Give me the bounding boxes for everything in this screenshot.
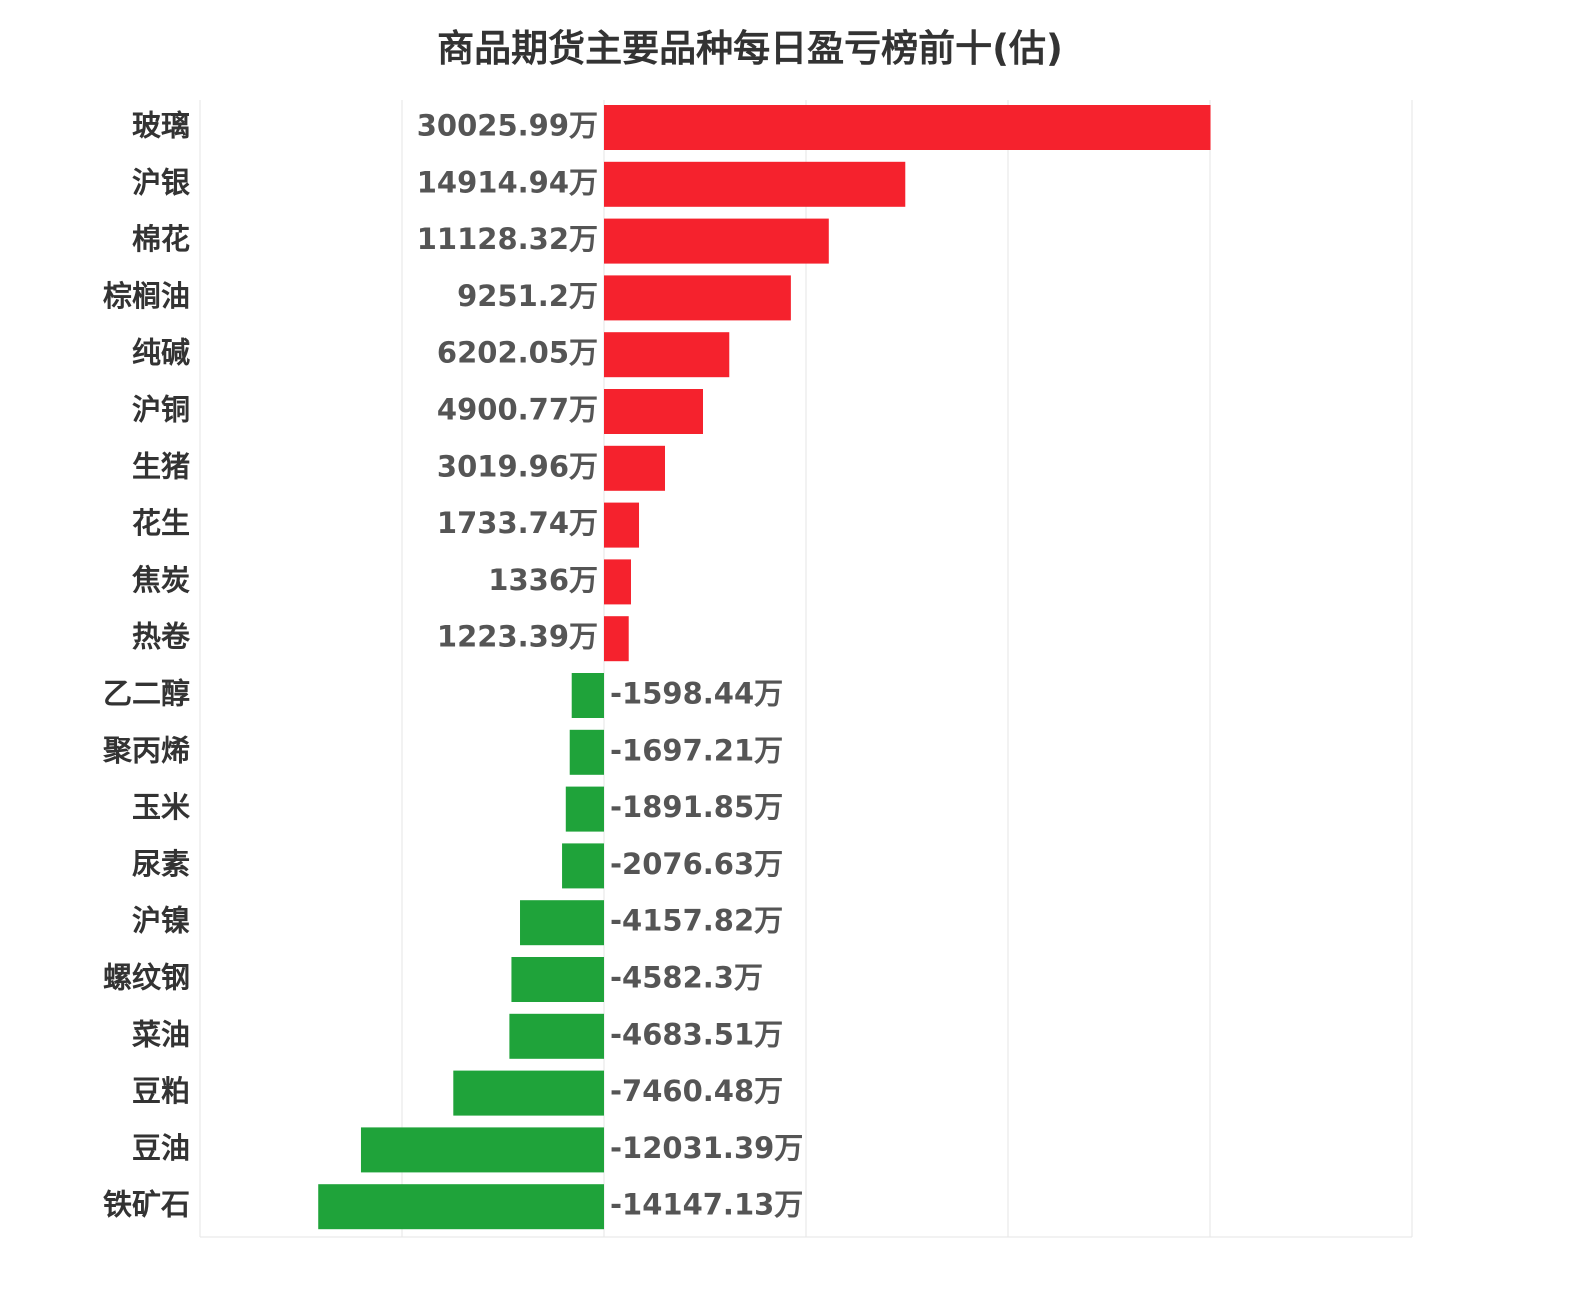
bar-7 xyxy=(604,502,640,548)
value-label: 1223.39万 xyxy=(437,620,598,654)
bar-18 xyxy=(360,1127,604,1173)
bar-3 xyxy=(604,275,791,321)
bar-17 xyxy=(453,1070,604,1116)
category-label: 沪银 xyxy=(132,165,190,199)
value-label: 30025.99万 xyxy=(417,109,598,143)
category-label: 棕榈油 xyxy=(103,279,190,313)
category-label: 沪镍 xyxy=(132,904,190,938)
chart-title: 商品期货主要品种每日盈亏榜前十(估) xyxy=(437,27,1063,70)
bar-9 xyxy=(604,616,629,662)
bar-11 xyxy=(569,729,604,775)
category-label: 豆油 xyxy=(132,1131,190,1165)
category-label: 热卷 xyxy=(132,620,191,654)
value-label: -1891.85万 xyxy=(610,790,783,824)
bar-8 xyxy=(604,559,631,605)
category-label: 沪铜 xyxy=(132,393,190,427)
value-label: -4683.51万 xyxy=(610,1017,783,1051)
value-labels: 30025.99万 14914.94万 11128.32万 9251.2万 6202.0… xyxy=(417,109,804,1222)
bar-19 xyxy=(318,1184,604,1230)
value-label: -2076.63万 xyxy=(610,847,783,881)
category-labels: 玻璃沪银棉花棕榈油纯碱沪铜生猪花生焦炭热卷乙二醇聚丙烯玉米尿素沪镍螺纹钢菜油豆粕… xyxy=(102,109,191,1222)
value-label: -7460.48万 xyxy=(610,1074,783,1108)
bar-16 xyxy=(509,1013,604,1059)
value-label: 11128.32万 xyxy=(417,222,598,256)
category-label: 玻璃 xyxy=(132,109,190,143)
bar-15 xyxy=(511,957,604,1002)
category-label: 生猪 xyxy=(132,449,190,483)
category-label: 菜油 xyxy=(132,1017,190,1051)
value-label: -4157.82万 xyxy=(610,904,783,938)
grid-lines xyxy=(199,100,1413,1238)
bar-4 xyxy=(604,332,730,378)
category-label: 纯碱 xyxy=(132,336,190,370)
category-label: 豆粕 xyxy=(132,1074,190,1108)
category-label: 聚丙烯 xyxy=(102,733,190,767)
value-label: -12031.39万 xyxy=(610,1131,803,1165)
bar-14 xyxy=(520,900,604,946)
value-label: -4582.3万 xyxy=(610,961,763,995)
category-label: 棉花 xyxy=(132,222,190,256)
value-label: 14914.94万 xyxy=(417,165,598,199)
bar-0 xyxy=(604,105,1211,150)
bar-13 xyxy=(562,843,604,889)
category-label: 螺纹钢 xyxy=(103,961,190,995)
bar-2 xyxy=(604,218,829,264)
bar-12 xyxy=(565,786,604,832)
category-label: 尿素 xyxy=(132,847,190,881)
bar-6 xyxy=(604,445,666,491)
category-label: 焦炭 xyxy=(132,563,190,597)
bar-1 xyxy=(604,161,906,207)
category-label: 乙二醇 xyxy=(103,677,190,711)
bar-10 xyxy=(571,673,604,718)
value-label: -1598.44万 xyxy=(610,677,783,711)
category-label: 花生 xyxy=(132,506,190,540)
value-label: -14147.13万 xyxy=(610,1188,803,1222)
value-label: 6202.05万 xyxy=(437,336,598,370)
value-label: 3019.96万 xyxy=(437,449,598,483)
bar-5 xyxy=(604,389,703,434)
value-label: 9251.2万 xyxy=(457,279,598,313)
value-label: 1733.74万 xyxy=(437,506,598,540)
bars xyxy=(318,105,1211,1230)
value-label: 1336万 xyxy=(488,563,598,597)
value-label: -1697.21万 xyxy=(610,733,783,767)
category-label: 铁矿石 xyxy=(103,1188,190,1222)
category-label: 玉米 xyxy=(132,790,190,824)
value-label: 4900.77万 xyxy=(437,393,598,427)
